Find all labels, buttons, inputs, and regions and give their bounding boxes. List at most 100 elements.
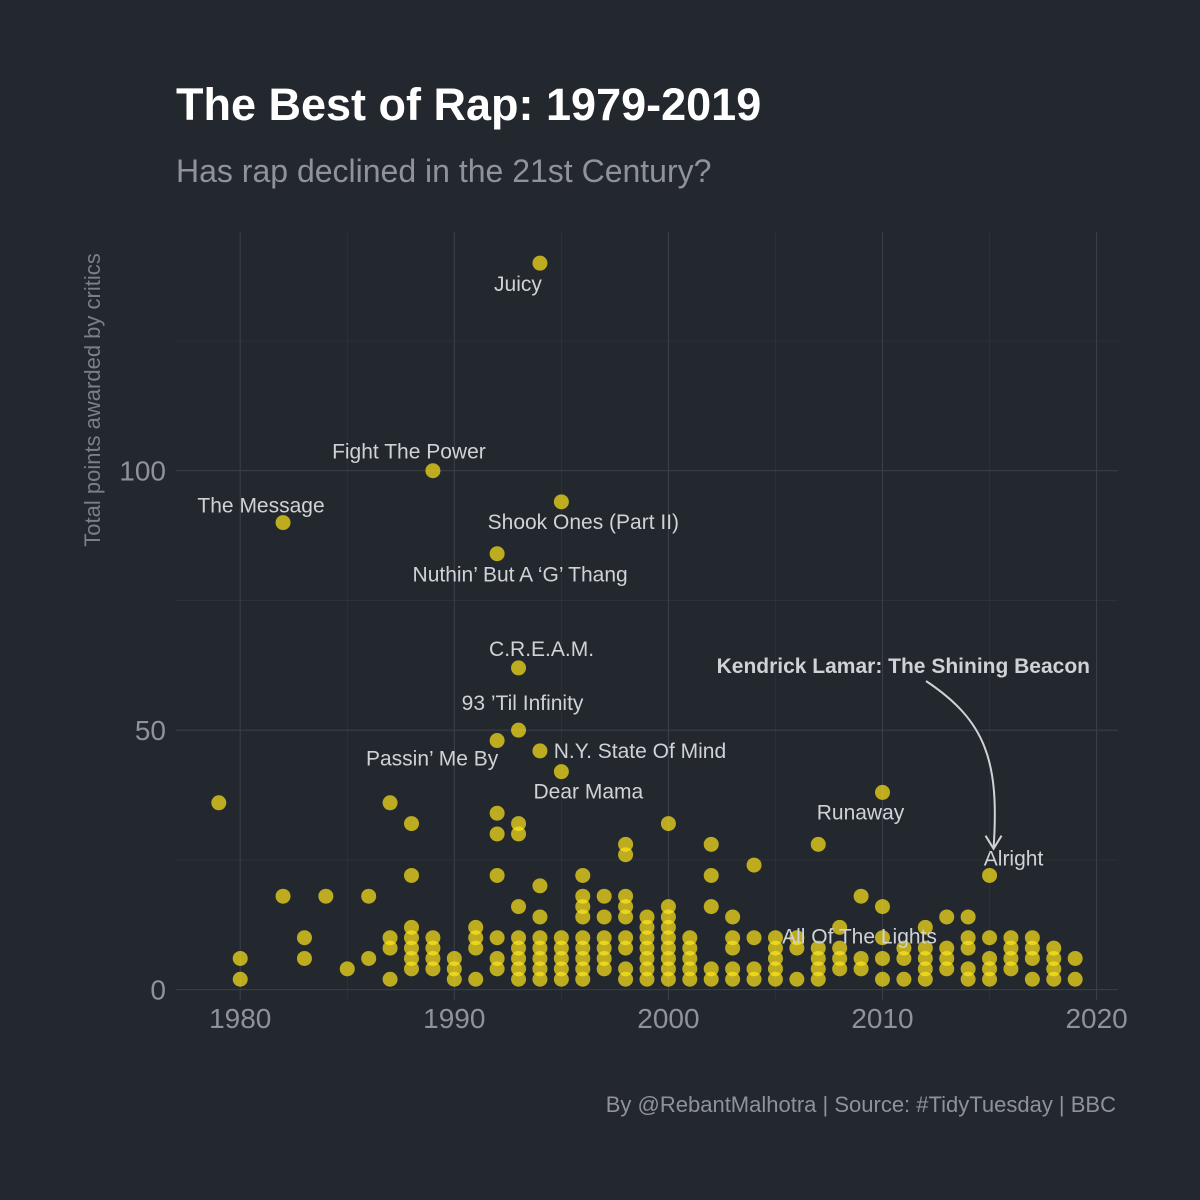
data-point [382,940,398,956]
data-point [917,919,933,935]
data-point [982,961,998,977]
data-point [660,950,676,966]
data-point [832,950,848,966]
song-label: Fight The Power [332,441,486,464]
data-point [1046,961,1062,977]
x-tick-label: 1980 [209,1003,271,1034]
data-point [404,919,419,935]
song-label: Shook Ones (Part II) [488,511,679,534]
data-point [982,930,998,946]
song-label: Dear Mama [534,781,644,804]
data-point [875,971,890,987]
data-point [553,971,569,987]
data-point [511,961,527,977]
data-point [575,899,591,915]
data-point [489,961,505,977]
data-point [939,909,955,925]
data-point [725,940,741,956]
data-point [532,930,548,946]
data-point [767,950,783,966]
data-point [960,961,976,977]
data-point [575,940,591,956]
data-point [810,961,826,977]
data-point [917,971,933,987]
data-point [810,971,826,987]
chart-caption: By @RebantMalhotra | Source: #TidyTuesda… [606,1092,1116,1117]
chart-title: The Best of Rap: 1979-2019 [176,79,761,130]
data-point [917,950,933,966]
data-point [1067,950,1083,966]
data-point [404,930,419,946]
data-point [917,940,933,956]
song-label: 93 ’Til Infinity [462,692,584,715]
data-point [532,961,548,977]
data-point [361,950,377,966]
data-point [1046,950,1062,966]
data-point [382,930,398,946]
data-point [725,930,741,946]
data-point [1003,940,1019,956]
data-point [511,722,527,738]
data-point [232,971,248,987]
data-point [875,930,890,946]
x-axis-ticks: 1980 1990 2000 2010 2020 [209,1003,1128,1034]
data-point [446,950,462,966]
data-point [660,961,676,977]
data-point [789,971,805,987]
data-point [767,930,783,946]
data-point [853,961,869,977]
data-point [767,961,783,977]
data-point [832,961,848,977]
data-point [468,971,484,987]
data-point [703,971,719,987]
data-point [532,909,548,925]
data-point [425,961,441,977]
data-point [1003,961,1019,977]
data-point [232,950,248,966]
data-point [489,867,505,883]
data-point [660,971,676,987]
data-point [896,971,912,987]
song-label: The Message [197,495,324,518]
data-point [404,867,419,883]
data-point [489,950,505,966]
data-point [553,494,569,510]
data-point [682,930,698,946]
data-point [511,816,527,832]
data-point [575,909,591,925]
data-point [618,899,634,915]
data-point [575,867,591,883]
data-point [596,930,612,946]
data-points [211,255,1083,987]
x-tick-label: 2010 [851,1003,913,1034]
data-point [382,795,398,811]
data-point [875,784,890,800]
data-point [575,930,591,946]
data-point [296,930,312,946]
annotation: Kendrick Lamar: The Shining Beacon [717,655,1090,851]
data-point [511,899,527,915]
data-point [639,971,655,987]
data-point [468,919,484,935]
data-point [746,930,762,946]
data-point [875,899,890,915]
data-point [575,950,591,966]
data-point [639,961,655,977]
data-point [511,950,527,966]
data-point [960,971,976,987]
data-point [660,816,676,832]
data-point [211,795,227,811]
data-point [275,888,291,904]
data-point [660,919,676,935]
data-point [703,867,719,883]
annotation-arrow [925,680,996,849]
data-point [404,816,419,832]
data-point [618,836,634,852]
song-label: Passin’ Me By [366,748,499,771]
data-point [553,950,569,966]
data-point [660,930,676,946]
song-label: C.R.E.A.M. [489,638,594,661]
data-point [596,888,612,904]
data-point [939,940,955,956]
data-point [1046,971,1062,987]
